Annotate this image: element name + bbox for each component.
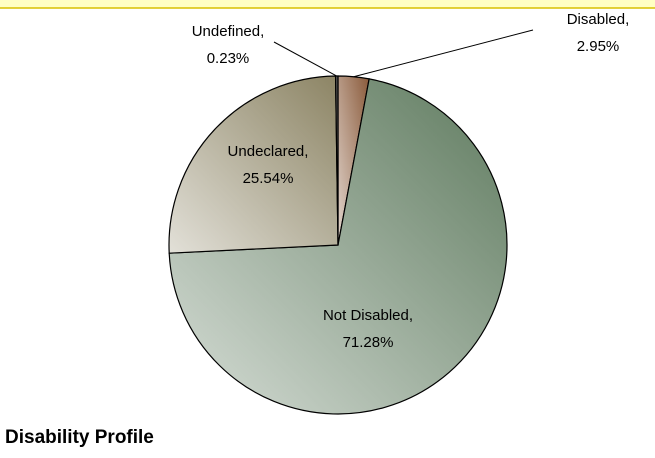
slice-value-label: 25.54% bbox=[243, 170, 294, 187]
slice-value-label: 2.95% bbox=[577, 38, 620, 55]
slice-value-label: 71.28% bbox=[343, 334, 394, 351]
slice-label: Undeclared, bbox=[228, 143, 309, 160]
pie-slice bbox=[168, 78, 508, 415]
pie-slice bbox=[168, 75, 339, 254]
slice-value-label: 0.23% bbox=[207, 50, 250, 67]
slice-label: Not Disabled, bbox=[323, 307, 413, 324]
top-banner bbox=[0, 0, 655, 8]
leader-line bbox=[273, 41, 338, 77]
chart-title: Disability Profile bbox=[5, 427, 154, 448]
slice-label: Undefined, bbox=[192, 23, 265, 40]
leader-line bbox=[353, 29, 534, 78]
pie-slice bbox=[334, 75, 339, 246]
slice-label: Disabled, bbox=[567, 11, 630, 28]
